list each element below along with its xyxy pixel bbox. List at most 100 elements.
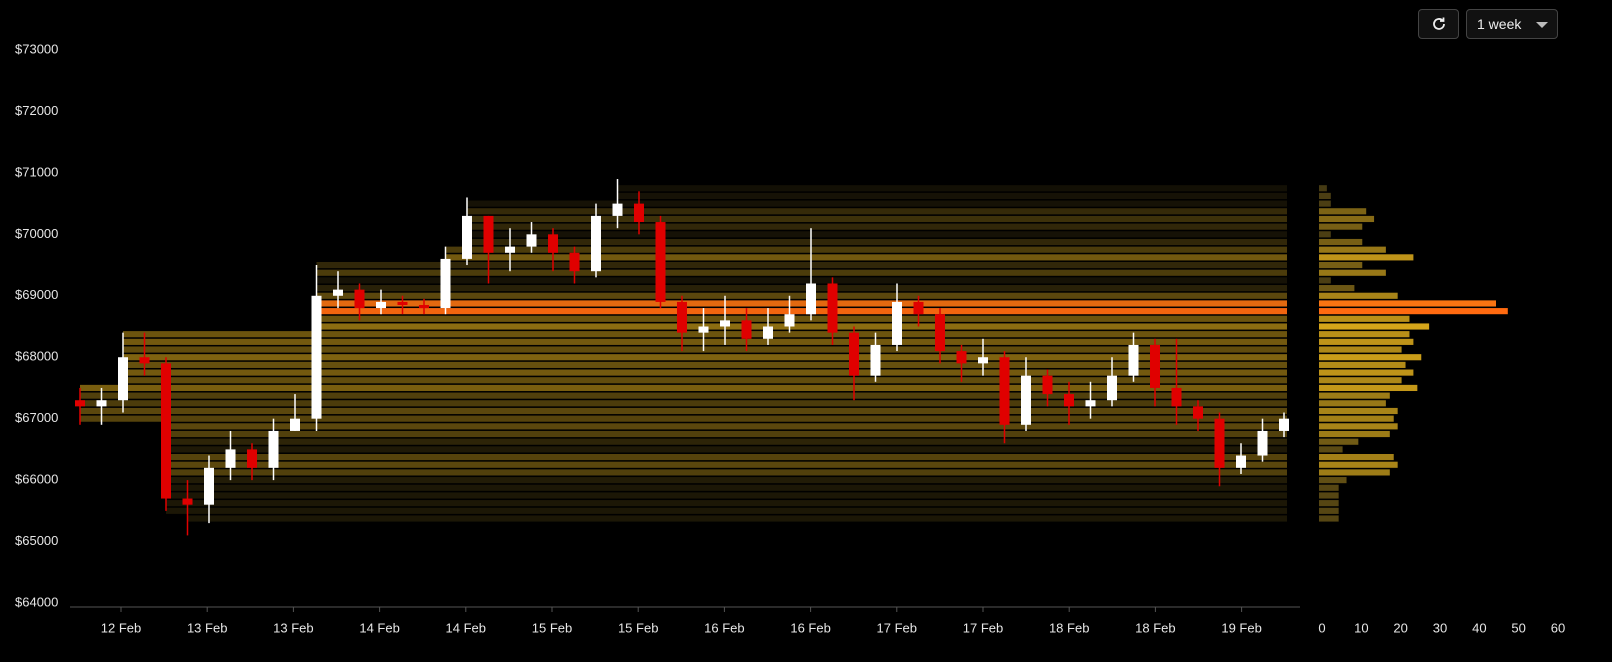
x-tick-label: 19 Feb (1221, 620, 1261, 635)
candle-body (526, 234, 537, 247)
x-tick-label: 16 Feb (704, 620, 744, 635)
heatmap-band (316, 269, 1287, 276)
y-tick-label: $69000 (15, 287, 58, 302)
candle-body (1085, 400, 1096, 407)
profile-bar (1319, 377, 1402, 384)
y-tick-label: $68000 (15, 349, 58, 364)
candle-body (935, 314, 945, 352)
profile-bar (1319, 223, 1363, 230)
heatmap-band (80, 407, 1287, 415)
profile-bar (1319, 215, 1375, 223)
x-tick-label: 14 Feb (446, 620, 486, 635)
profile-bar (1319, 192, 1331, 200)
candle-body (763, 326, 773, 339)
candle-body (1236, 455, 1246, 468)
heatmap-band (467, 215, 1287, 223)
heatmap-band (617, 185, 1287, 192)
y-tick-label: $67000 (15, 410, 58, 425)
heatmap-band (166, 430, 1287, 438)
range-select[interactable]: 1 week (1466, 9, 1558, 39)
candle-body (1042, 375, 1053, 395)
profile-bar (1319, 423, 1398, 430)
profile-bar (1319, 453, 1394, 461)
heatmap-band (123, 346, 1287, 353)
profile-bar (1319, 300, 1496, 307)
profile-bar (1319, 369, 1414, 376)
heatmap-band (467, 223, 1287, 230)
profile-bar (1319, 254, 1414, 261)
candle-body (741, 320, 752, 339)
candle-body (634, 203, 644, 223)
candle-body (1214, 418, 1225, 468)
y-tick-label: $66000 (15, 472, 58, 487)
candle-body (290, 418, 300, 431)
profile-bar (1319, 323, 1430, 330)
candle-body (655, 222, 666, 302)
profile-tick-label: 20 (1393, 620, 1407, 635)
heatmap-band (166, 446, 1287, 453)
candle-body (440, 258, 451, 309)
profile-bar (1319, 338, 1414, 345)
candle-body (677, 301, 687, 333)
heatmap-band (467, 231, 1287, 238)
heatmap-band (316, 315, 1287, 322)
candle-body (161, 363, 171, 499)
candle-body (397, 301, 408, 305)
candle-body (870, 344, 881, 376)
profile-bar (1319, 438, 1359, 445)
heatmap-band (80, 392, 1287, 399)
candle-body (591, 215, 601, 272)
refresh-button[interactable] (1418, 9, 1459, 39)
candle-body (956, 351, 967, 364)
profile-bar (1319, 238, 1363, 246)
profile-bar (1319, 269, 1386, 276)
x-tick-label: 16 Feb (790, 620, 830, 635)
profile-bar (1319, 208, 1367, 215)
candle-body (225, 449, 236, 468)
profile-bar (1319, 515, 1339, 522)
heatmap-band (123, 331, 1287, 338)
candle-body (1021, 375, 1031, 425)
y-tick-label: $73000 (15, 41, 58, 56)
candle-body (892, 301, 902, 345)
y-tick-label: $64000 (15, 594, 58, 609)
profile-bar (1319, 277, 1331, 284)
profile-bar (1319, 231, 1331, 238)
profile-bar (1319, 507, 1339, 514)
candle-body (784, 314, 795, 327)
profile-bar (1319, 430, 1390, 438)
profile-bar (1319, 285, 1355, 292)
heatmap-band (316, 285, 1287, 292)
profile-bar (1319, 315, 1410, 322)
candle-body (1279, 418, 1289, 431)
heatmap-band (123, 377, 1287, 384)
profile-tick-label: 0 (1318, 620, 1325, 635)
refresh-icon (1432, 17, 1445, 30)
heatmap-band (316, 300, 1287, 307)
profile-bar (1319, 500, 1339, 507)
profile-bar (1319, 185, 1327, 192)
candle-body (118, 357, 128, 401)
candle-body (999, 357, 1010, 425)
heatmap-band (80, 384, 1287, 392)
heatmap-band (166, 507, 1287, 514)
candle-body (720, 320, 730, 327)
heatmap-band (316, 292, 1287, 299)
profile-tick-label: 10 (1354, 620, 1368, 635)
candle-body (1257, 430, 1268, 456)
candle-body (247, 449, 257, 468)
profile-bar (1319, 477, 1347, 484)
candle-body (1193, 406, 1203, 419)
heatmap-band (80, 400, 1287, 407)
candle-body (483, 215, 494, 253)
heatmap-band (187, 515, 1287, 522)
candle-body (376, 301, 386, 309)
heatmap-band (316, 323, 1287, 330)
candle-body (827, 283, 838, 333)
profile-bar (1319, 407, 1398, 415)
profile-tick-label: 40 (1472, 620, 1486, 635)
profile-bar (1319, 400, 1386, 407)
candle-body (913, 301, 924, 315)
range-label: 1 week (1477, 16, 1522, 32)
x-tick-label: 18 Feb (1049, 620, 1089, 635)
